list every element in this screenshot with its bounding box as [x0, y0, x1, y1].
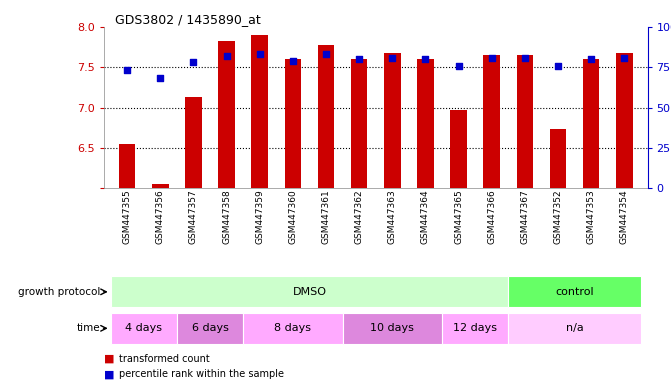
- Bar: [111, 313, 177, 344]
- Text: control: control: [556, 287, 594, 297]
- Bar: [119, 144, 136, 188]
- Point: [453, 63, 464, 69]
- Point: [619, 55, 629, 61]
- Bar: [384, 53, 401, 188]
- Bar: [152, 184, 168, 188]
- Point: [519, 55, 530, 61]
- Point: [188, 59, 199, 65]
- Bar: [343, 313, 442, 344]
- Text: n/a: n/a: [566, 323, 584, 333]
- Text: 6 days: 6 days: [192, 323, 229, 333]
- Point: [122, 67, 133, 73]
- Bar: [442, 313, 509, 344]
- Bar: [509, 276, 641, 307]
- Bar: [111, 276, 509, 307]
- Bar: [243, 313, 343, 344]
- Point: [221, 53, 232, 59]
- Bar: [252, 35, 268, 188]
- Bar: [177, 313, 243, 344]
- Bar: [550, 129, 566, 188]
- Point: [586, 56, 597, 62]
- Bar: [351, 59, 368, 188]
- Bar: [185, 97, 202, 188]
- Text: 12 days: 12 days: [453, 323, 497, 333]
- Bar: [417, 59, 433, 188]
- Text: growth protocol: growth protocol: [18, 287, 101, 297]
- Point: [254, 51, 265, 57]
- Bar: [218, 41, 235, 188]
- Text: GDS3802 / 1435890_at: GDS3802 / 1435890_at: [115, 13, 260, 26]
- Point: [321, 51, 331, 57]
- Point: [553, 63, 564, 69]
- Text: DMSO: DMSO: [293, 287, 327, 297]
- Point: [420, 56, 431, 62]
- Bar: [583, 59, 599, 188]
- Point: [288, 58, 299, 64]
- Bar: [318, 45, 334, 188]
- Text: ■: ■: [104, 354, 115, 364]
- Text: 10 days: 10 days: [370, 323, 414, 333]
- Point: [486, 55, 497, 61]
- Text: time: time: [77, 323, 101, 333]
- Text: 8 days: 8 days: [274, 323, 311, 333]
- Text: ■: ■: [104, 369, 115, 379]
- Bar: [484, 55, 500, 188]
- Text: percentile rank within the sample: percentile rank within the sample: [119, 369, 284, 379]
- Bar: [450, 110, 467, 188]
- Text: 4 days: 4 days: [125, 323, 162, 333]
- Point: [155, 75, 166, 81]
- Bar: [285, 59, 301, 188]
- Point: [387, 55, 398, 61]
- Text: transformed count: transformed count: [119, 354, 209, 364]
- Bar: [517, 55, 533, 188]
- Bar: [509, 313, 641, 344]
- Bar: [616, 53, 633, 188]
- Point: [354, 56, 364, 62]
